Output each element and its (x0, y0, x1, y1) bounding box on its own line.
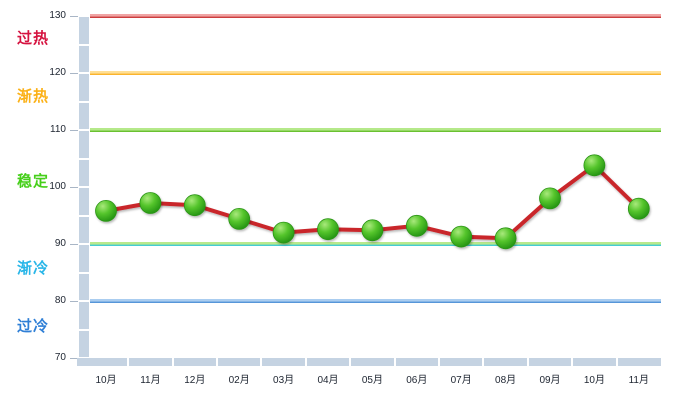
y-tick-label: 80 (54, 295, 66, 306)
month-label: 11月 (628, 375, 649, 386)
x-axis-bar-gap (615, 358, 618, 366)
y-axis-bar-segment (79, 131, 89, 158)
y-axis-bar-segment (79, 74, 89, 101)
y-tick-label: 90 (54, 238, 66, 249)
data-point-marker[interactable] (139, 192, 162, 214)
x-axis-bar-gap (216, 358, 218, 366)
zone-boundary-line-130 (90, 14, 661, 18)
y-tick-mark (70, 301, 78, 302)
y-axis-bar-segment (79, 245, 89, 272)
data-point-marker[interactable] (583, 154, 606, 177)
data-point-marker[interactable] (228, 207, 251, 230)
y-tick-mark (70, 358, 78, 359)
data-point-marker[interactable] (450, 225, 473, 248)
x-axis-bar-gap (260, 358, 263, 366)
month-label: 10月 (583, 375, 605, 386)
zone-label: 稳定 (17, 173, 50, 190)
month-label: 03月 (273, 375, 295, 386)
zone-boundary-line-110 (90, 128, 661, 132)
month-label: 02月 (228, 375, 250, 386)
data-point-marker[interactable] (494, 227, 517, 250)
month-label: 05月 (361, 375, 383, 386)
x-axis-bar-gap (438, 358, 440, 366)
data-point-marker[interactable] (539, 187, 561, 210)
zone-label: 渐冷 (17, 260, 50, 277)
y-axis-bar-segment (79, 45, 89, 72)
data-point-marker[interactable] (183, 194, 206, 217)
y-tick-label: 100 (49, 181, 66, 192)
y-axis-bar-segment (79, 273, 89, 300)
zone-boundary-line-90 (90, 242, 661, 246)
y-tick-label: 120 (49, 67, 66, 78)
y-axis-bar-segment (79, 188, 89, 215)
data-point-marker[interactable] (272, 221, 295, 244)
data-point-marker[interactable] (627, 197, 650, 220)
data-point-marker[interactable] (317, 218, 339, 241)
y-tick-label: 70 (54, 352, 66, 363)
x-axis-bar-gap (171, 358, 174, 366)
y-axis-bar-segment (79, 102, 89, 129)
y-tick-mark (70, 73, 78, 74)
month-label: 11月 (140, 375, 161, 386)
month-label: 09月 (539, 375, 561, 386)
x-axis-bar-gap (482, 358, 485, 366)
y-axis-bar-segment (79, 17, 89, 44)
data-point-marker[interactable] (361, 219, 384, 242)
month-label: 06月 (406, 375, 428, 386)
zone-label: 渐热 (17, 88, 50, 105)
zone-boundary-line-120 (90, 71, 661, 75)
y-axis-bar-segment (79, 330, 89, 357)
y-axis-bar-segment (79, 302, 89, 329)
x-axis-bar-gap (571, 358, 574, 366)
zone-label: 过冷 (17, 318, 50, 335)
y-tick-label: 110 (50, 124, 66, 135)
y-tick-mark (70, 187, 78, 188)
y-tick-mark (70, 130, 78, 131)
y-axis-bar-segment (79, 216, 89, 243)
y-tick-label: 130 (49, 10, 66, 21)
x-axis-bar-gap (393, 358, 396, 366)
month-label: 04月 (317, 375, 339, 386)
month-label: 07月 (450, 375, 472, 386)
y-axis-bar-segment (79, 159, 89, 186)
y-tick-mark (70, 16, 78, 17)
x-axis-bar-gap (304, 358, 307, 366)
zone-boundary-line-80 (90, 299, 661, 303)
month-label: 08月 (495, 375, 517, 386)
x-axis-bar-gap (526, 358, 529, 366)
data-point-marker[interactable] (95, 199, 117, 222)
data-point-marker[interactable] (405, 214, 428, 237)
x-axis-bar-gap (127, 358, 130, 366)
month-label: 10月 (95, 375, 117, 386)
zone-label: 过热 (17, 30, 50, 47)
x-axis-bar-gap (349, 358, 352, 366)
x-axis-bar (77, 358, 661, 366)
y-tick-mark (70, 244, 78, 245)
month-label: 12月 (184, 375, 206, 386)
